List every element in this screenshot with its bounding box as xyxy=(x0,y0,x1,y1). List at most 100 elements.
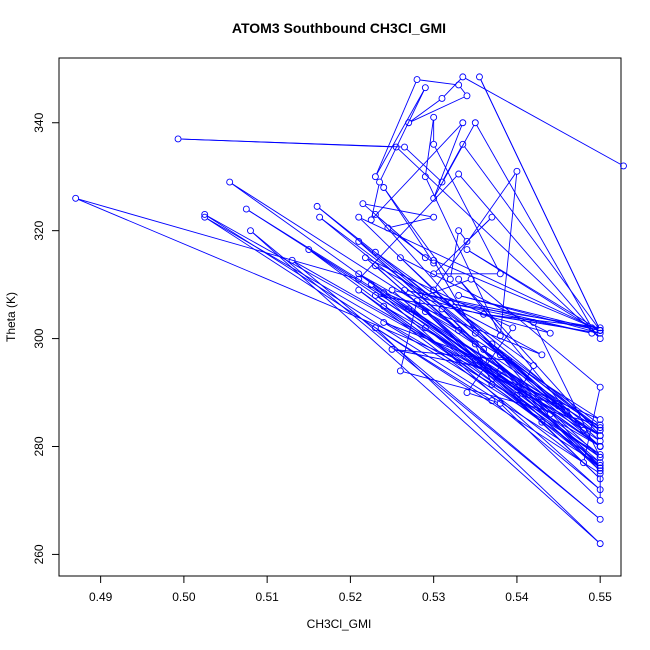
series-segment xyxy=(460,87,466,94)
series-segment xyxy=(377,216,599,466)
data-point xyxy=(405,305,413,313)
data-point xyxy=(355,286,363,294)
data-point xyxy=(496,332,504,340)
x-tick-label: 0.50 xyxy=(172,590,196,604)
series-segment xyxy=(376,90,425,175)
series-segment xyxy=(473,280,599,386)
data-point xyxy=(588,324,596,332)
x-tick-label: 0.53 xyxy=(422,590,446,604)
data-point xyxy=(596,461,604,469)
data-point xyxy=(596,426,604,434)
data-point xyxy=(401,143,408,151)
series-segment xyxy=(494,402,598,488)
data-point xyxy=(421,173,429,181)
series-segment xyxy=(480,79,600,328)
data-point xyxy=(455,170,463,178)
data-point xyxy=(546,329,554,337)
data-point xyxy=(596,453,604,461)
series-segment xyxy=(319,208,424,294)
data-point xyxy=(376,178,383,186)
data-point xyxy=(355,238,363,245)
series-segment xyxy=(464,146,599,329)
x-tick-label: 0.49 xyxy=(89,590,113,604)
data-point xyxy=(467,275,475,283)
y-tick-label: 260 xyxy=(32,544,46,564)
data-point xyxy=(380,302,388,310)
series-segment xyxy=(534,325,600,455)
data-point xyxy=(455,291,463,299)
series-segment xyxy=(460,232,466,240)
series-segment xyxy=(434,125,475,196)
data-point xyxy=(496,399,504,407)
data-point xyxy=(396,254,404,262)
data-point xyxy=(316,213,324,221)
data-point xyxy=(596,475,604,483)
data-point xyxy=(430,194,438,202)
series-segment xyxy=(435,173,516,288)
data-point xyxy=(384,224,392,232)
series-segment xyxy=(435,219,490,272)
series-segment xyxy=(78,198,356,279)
y-axis: 260 280 300 320 340 xyxy=(32,112,60,564)
data-point xyxy=(596,486,604,494)
data-point xyxy=(371,211,379,218)
series-segment xyxy=(406,148,440,181)
series-segment xyxy=(476,346,492,382)
data-point xyxy=(226,178,234,186)
series-segment xyxy=(207,218,598,446)
data-point xyxy=(580,459,587,467)
series-segment xyxy=(380,90,425,180)
series-segment xyxy=(461,295,598,331)
series-segment xyxy=(371,185,380,217)
data-point xyxy=(459,140,467,148)
data-point xyxy=(509,324,517,332)
data-point xyxy=(421,291,429,299)
data-point xyxy=(388,286,396,294)
data-point xyxy=(430,286,438,294)
data-point xyxy=(380,289,388,297)
data-point xyxy=(471,119,479,127)
data-point xyxy=(496,351,504,359)
data-point xyxy=(455,227,463,235)
data-point xyxy=(620,162,627,170)
series-segment xyxy=(181,138,394,148)
data-point xyxy=(463,389,471,396)
data-point xyxy=(580,426,587,434)
series-segment xyxy=(411,99,440,122)
series-segment xyxy=(395,349,506,361)
data-point xyxy=(488,213,496,221)
series-segment xyxy=(311,250,598,446)
series-segment xyxy=(461,295,598,333)
series-segment xyxy=(476,125,591,326)
data-point xyxy=(513,167,521,175)
data-point xyxy=(371,262,379,270)
series-segment xyxy=(376,82,417,174)
data-point xyxy=(421,254,429,262)
data-point xyxy=(471,356,479,364)
series-segment xyxy=(403,371,598,425)
data-point xyxy=(488,397,496,405)
data-point xyxy=(596,464,604,472)
data-point xyxy=(596,335,604,343)
series-segment xyxy=(493,373,499,382)
series-segment xyxy=(365,203,431,218)
data-point xyxy=(596,470,604,477)
data-point xyxy=(430,113,438,121)
data-point xyxy=(596,432,604,440)
series-segment xyxy=(465,78,621,165)
data-point xyxy=(430,256,438,264)
y-axis-label: Theta (K) xyxy=(4,292,18,342)
data-point xyxy=(488,340,496,348)
data-point xyxy=(596,497,604,504)
series-segment xyxy=(460,281,599,434)
series-segment xyxy=(361,275,457,330)
series-segment xyxy=(411,96,465,122)
data-point xyxy=(596,329,604,337)
data-point xyxy=(480,345,488,353)
data-point xyxy=(355,213,363,221)
data-point xyxy=(496,270,504,278)
series-segment xyxy=(485,351,599,456)
data-point xyxy=(405,119,413,127)
data-point xyxy=(563,407,571,415)
data-point xyxy=(288,256,296,264)
